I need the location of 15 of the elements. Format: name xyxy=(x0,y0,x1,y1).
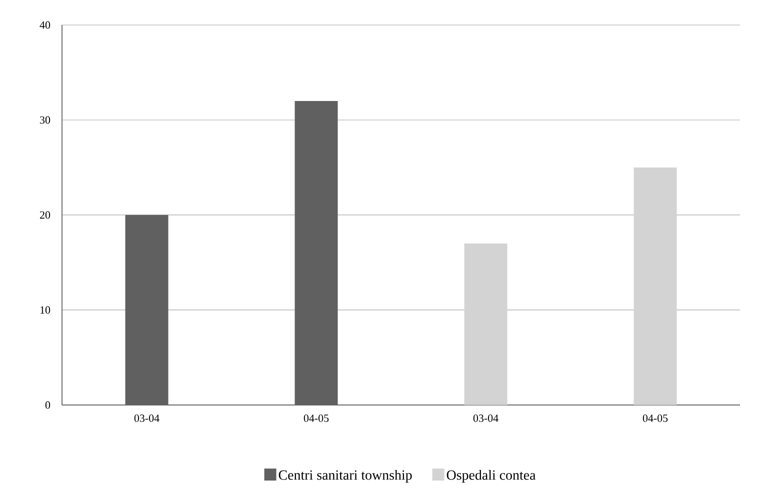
bar xyxy=(634,167,677,405)
bar xyxy=(125,214,168,405)
x-tick-label: 03-04 xyxy=(134,414,160,422)
y-tick-label: 0 xyxy=(45,401,50,409)
x-tick-label: 04-05 xyxy=(642,414,668,422)
legend-label: Ospedali contea xyxy=(446,470,536,483)
x-tick-label: 04-05 xyxy=(304,414,329,422)
y-tick-label: 20 xyxy=(40,211,50,219)
legend-label: Centri sanitari township xyxy=(278,470,412,483)
y-tick-label: 10 xyxy=(40,306,50,314)
bar xyxy=(294,100,338,405)
bar xyxy=(464,243,508,405)
y-tick-label: 30 xyxy=(40,116,50,124)
x-tick-label: 03-04 xyxy=(473,414,498,422)
y-tick-label: 40 xyxy=(40,21,50,29)
